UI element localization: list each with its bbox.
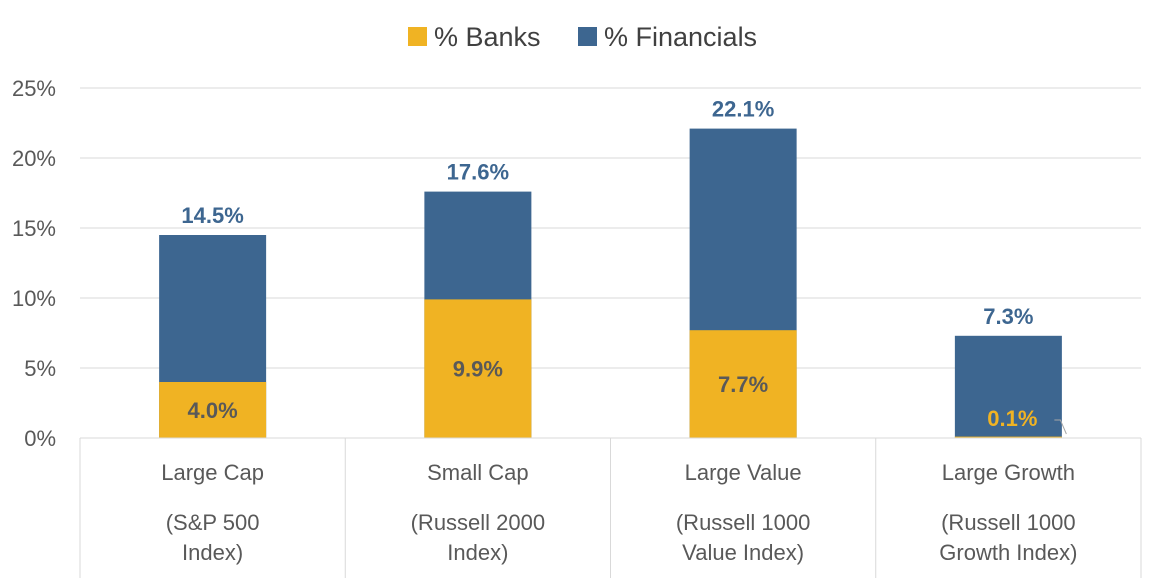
data-label-financials: 14.5% — [181, 203, 243, 228]
data-labels: 14.5% 4.0% 17.6% 9.9% 22.1% 7.7% 7.3% 0.1% — [181, 97, 1067, 435]
legend-label-banks: % Banks — [434, 22, 541, 52]
data-label-financials: 7.3% — [983, 304, 1033, 329]
y-tick-label: 15% — [12, 216, 56, 241]
bar-banks — [159, 382, 267, 438]
y-tick-label: 5% — [24, 356, 56, 381]
category-axis: Large Cap (S&P 500 Index) Small Cap (Russell… — [79, 437, 1142, 578]
category-label: Large Cap — [161, 460, 264, 485]
category-label: Large Value — [685, 460, 802, 485]
data-label-banks: 7.7% — [718, 372, 768, 397]
y-tick-label: 10% — [12, 286, 56, 311]
bar-financials — [954, 335, 1062, 438]
bars — [159, 128, 1062, 438]
legend-label-financials: % Financials — [604, 22, 757, 52]
y-axis-tick-labels: 0% 5% 10% 15% 20% 25% — [12, 76, 56, 451]
bar-banks — [689, 330, 797, 438]
bar-banks — [954, 436, 1062, 438]
category-label: (S&P 500 — [166, 510, 260, 535]
category-label: Small Cap — [427, 460, 528, 485]
leader-line — [1054, 419, 1067, 435]
data-label-financials: 17.6% — [447, 160, 509, 185]
category-label: Value Index) — [682, 540, 804, 565]
data-label-banks: 9.9% — [453, 357, 503, 382]
category-label: Index) — [182, 540, 243, 565]
legend-swatch-banks — [408, 27, 427, 46]
category-label: (Russell 1000 — [676, 510, 811, 535]
category-label: (Russell 1000 — [941, 510, 1076, 535]
y-tick-label: 0% — [24, 426, 56, 451]
legend-swatch-financials — [578, 27, 597, 46]
category-label: Large Growth — [942, 460, 1075, 485]
data-label-financials: 22.1% — [712, 97, 774, 122]
category-label: Index) — [447, 540, 508, 565]
y-tick-label: 20% — [12, 146, 56, 171]
category-label: Growth Index) — [939, 540, 1077, 565]
data-label-banks: 4.0% — [188, 398, 238, 423]
y-tick-label: 25% — [12, 76, 56, 101]
bar-banks — [424, 299, 532, 438]
legend: % Banks % Financials — [408, 22, 757, 52]
category-label: (Russell 2000 — [411, 510, 546, 535]
data-label-banks: 0.1% — [987, 406, 1037, 431]
